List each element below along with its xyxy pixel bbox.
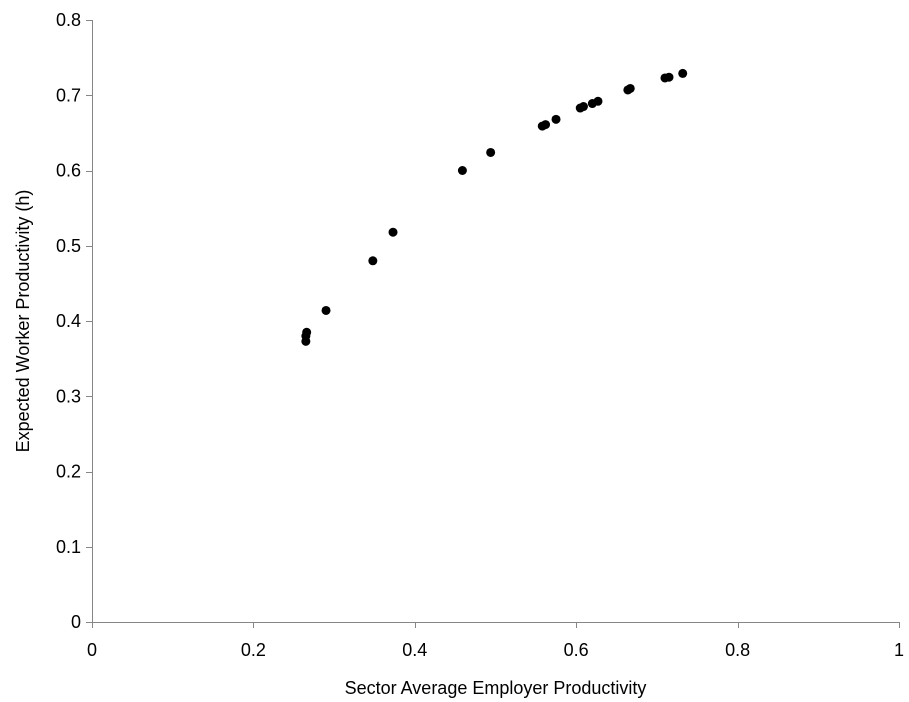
data-point xyxy=(551,114,561,124)
data-point xyxy=(593,96,603,106)
data-point xyxy=(457,166,467,175)
x-tick-label: 0.4 xyxy=(402,640,427,660)
x-tick-label: 1 xyxy=(894,640,904,660)
y-tick-label: 0.3 xyxy=(56,386,81,406)
y-ticks: 0 0.1 0.2 0.3 0.4 0.5 0.6 0.7 0.8 xyxy=(56,10,92,632)
x-axis-title: Sector Average Employer Productivity xyxy=(345,678,647,698)
x-tick-label: 0 xyxy=(87,640,97,660)
y-tick-label: 0.8 xyxy=(56,10,81,30)
data-point xyxy=(664,72,674,82)
x-ticks: 0 0.2 0.4 0.6 0.8 1 xyxy=(87,622,904,660)
y-tick-label: 0.7 xyxy=(56,85,81,105)
data-point xyxy=(321,305,331,315)
x-tick-label: 0.2 xyxy=(241,640,266,660)
data-points xyxy=(301,68,688,346)
y-tick-label: 0.5 xyxy=(56,236,81,256)
y-tick-label: 0 xyxy=(71,612,81,632)
data-point xyxy=(678,68,688,78)
y-tick-label: 0.2 xyxy=(56,462,81,482)
x-tick-label: 0.8 xyxy=(725,640,750,660)
axes xyxy=(92,20,899,623)
data-point xyxy=(486,147,496,157)
data-point xyxy=(541,120,551,130)
data-point xyxy=(368,256,378,266)
y-tick-label: 0.6 xyxy=(56,161,81,181)
x-tick-label: 0.6 xyxy=(564,640,589,660)
data-point xyxy=(578,102,588,112)
data-point xyxy=(302,327,312,337)
y-tick-label: 0.4 xyxy=(56,311,81,331)
y-axis-title: Expected Worker Productivity (h) xyxy=(13,190,33,453)
data-point xyxy=(625,83,635,93)
data-point xyxy=(388,227,398,237)
y-tick-label: 0.1 xyxy=(56,537,81,557)
